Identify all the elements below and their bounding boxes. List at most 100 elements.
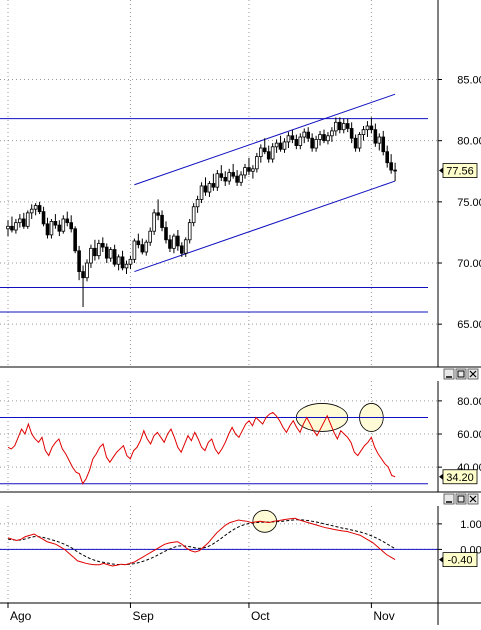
- price-candle-body: [278, 142, 283, 150]
- price-candle: [322, 129, 326, 144]
- price-candle: [227, 168, 232, 185]
- price-candle: [393, 162, 397, 182]
- oscillator-y-tick-label: 60.00: [457, 429, 481, 441]
- price-candle-body: [393, 169, 397, 172]
- price-candle: [341, 118, 346, 134]
- price-candle: [357, 132, 362, 152]
- price-candle: [183, 237, 188, 257]
- price-candle-body: [251, 168, 255, 172]
- price-candle: [389, 154, 393, 174]
- price-candle: [353, 134, 358, 152]
- price-candle: [243, 163, 247, 179]
- price-candle-body: [373, 129, 378, 144]
- price-candle: [195, 195, 200, 213]
- price-candle-body: [37, 205, 42, 213]
- momentum-last-value-box: [442, 552, 478, 568]
- price-candle-body: [274, 142, 279, 148]
- price-candle: [21, 212, 26, 229]
- price-candle-body: [168, 239, 172, 249]
- price-candle: [286, 132, 291, 149]
- price-candle-body: [262, 147, 267, 153]
- oscillator-last-value-label: 34.20: [446, 472, 474, 484]
- price-candle-body: [49, 221, 54, 236]
- momentum-last-value-label: -0.40: [447, 555, 472, 567]
- price-candle: [10, 216, 14, 233]
- price-candle: [124, 260, 129, 275]
- momentum-last-value-arrow: [439, 556, 443, 563]
- price-candle: [255, 152, 259, 173]
- price-candle: [61, 215, 66, 234]
- restore-icon[interactable]: [455, 493, 467, 505]
- restore-icon[interactable]: [455, 368, 467, 380]
- price-candle-body: [337, 121, 342, 131]
- price-candle: [369, 117, 374, 134]
- price-candle-body: [18, 218, 22, 224]
- price-candle-body: [243, 167, 247, 176]
- price-candle-body: [45, 223, 50, 236]
- price-candle: [18, 214, 22, 228]
- price-candle-body: [385, 151, 389, 164]
- price-candle: [262, 138, 267, 155]
- price-candle-body: [227, 172, 232, 182]
- price-candle: [191, 203, 196, 227]
- price-candle-body: [148, 230, 153, 243]
- price-candle-body: [231, 172, 235, 177]
- minimize-icon[interactable]: [443, 493, 455, 505]
- price-candle-body: [290, 135, 295, 140]
- price-candle: [108, 247, 113, 262]
- price-candle-body: [25, 212, 30, 227]
- x-axis-month-label: Sep: [132, 609, 154, 623]
- price-candle-body: [298, 136, 303, 146]
- price-candle: [365, 121, 370, 138]
- momentum-restore-icon-glyph: [457, 495, 465, 503]
- price-candle: [361, 126, 366, 141]
- oscillator-close-icon-glyph: [469, 370, 477, 378]
- close-icon[interactable]: [467, 493, 479, 505]
- price-candle: [330, 127, 334, 142]
- price-candle-body: [302, 131, 307, 138]
- price-candle: [6, 220, 10, 237]
- price-candle-body: [191, 206, 196, 224]
- price-y-tick-label: 85.00: [457, 75, 481, 87]
- price-y-tick-label: 80.00: [457, 136, 481, 148]
- price-candle: [310, 133, 314, 152]
- price-candle-body: [116, 256, 121, 265]
- price-candle-body: [33, 205, 38, 210]
- price-candle-body: [318, 134, 322, 140]
- price-candle: [25, 210, 30, 229]
- price-candle-body: [112, 249, 117, 265]
- price-candle-body: [211, 183, 216, 188]
- price-candle-body: [179, 245, 184, 254]
- price-candle-body: [65, 218, 70, 224]
- price-candle-body: [144, 241, 149, 253]
- momentum-minimize-icon-frame: [443, 493, 455, 505]
- minimize-icon[interactable]: [443, 368, 455, 380]
- price-candle-body: [61, 218, 66, 232]
- price-candle-body: [207, 183, 212, 193]
- price-candle: [223, 171, 228, 186]
- price-candle: [211, 173, 216, 191]
- price-candle: [235, 170, 239, 186]
- price-candle-body: [160, 214, 164, 228]
- price-candle: [132, 238, 137, 264]
- price-candle-body: [164, 227, 168, 241]
- price-candle: [326, 132, 330, 145]
- price-candle: [349, 122, 354, 144]
- x-axis-month-label: Oct: [251, 609, 270, 623]
- price-candle-body: [270, 146, 275, 160]
- momentum-close-icon-glyph: [469, 495, 477, 503]
- price-candle-body: [41, 211, 46, 225]
- price-candle: [345, 118, 350, 133]
- close-icon[interactable]: [467, 368, 479, 380]
- price-y-tick-label: 70.00: [457, 258, 481, 270]
- price-candle-body: [377, 136, 382, 144]
- price-candle-body: [239, 174, 243, 183]
- price-candle-body: [286, 135, 291, 143]
- price-candle: [33, 203, 38, 216]
- momentum-series-line: [7, 517, 396, 567]
- price-candle: [373, 123, 378, 147]
- price-candle-body: [330, 130, 334, 137]
- price-candle: [385, 145, 389, 168]
- price-candle-body: [10, 225, 14, 231]
